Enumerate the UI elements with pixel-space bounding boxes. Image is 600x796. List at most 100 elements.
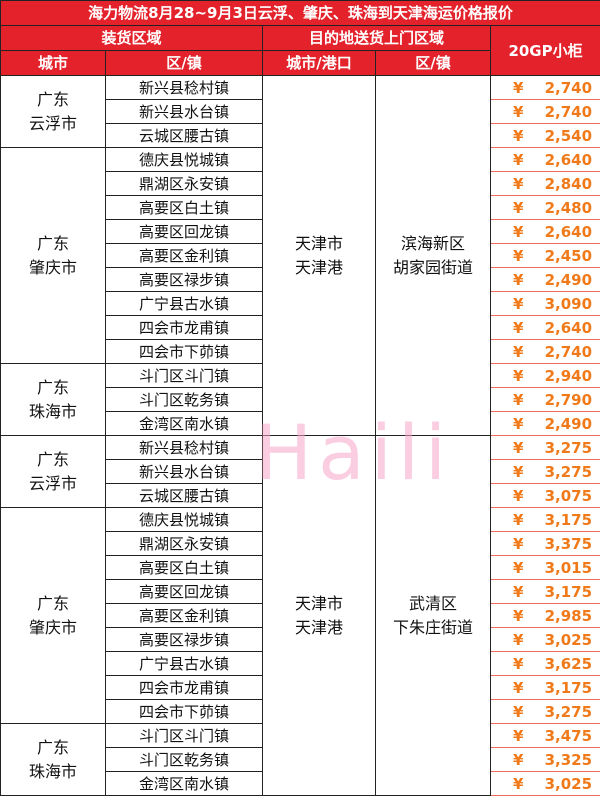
price-cell: ¥3,175 — [491, 508, 600, 532]
town-cell: 广宁县古水镇 — [106, 652, 263, 676]
price-cell: ¥2,640 — [491, 316, 600, 340]
price-cell: ¥3,015 — [491, 556, 600, 580]
currency: ¥ — [491, 655, 523, 673]
currency: ¥ — [491, 559, 523, 577]
currency: ¥ — [491, 367, 523, 385]
town-cell: 高要区白土镇 — [106, 556, 263, 580]
price: 2,480 — [545, 199, 592, 217]
price: 3,175 — [545, 511, 592, 529]
cell-line: 珠海市 — [29, 402, 77, 421]
cell-line: 云浮市 — [29, 474, 77, 493]
town-cell: 高要区禄步镇 — [106, 268, 263, 292]
town-cell: 新兴县水台镇 — [106, 460, 263, 484]
price: 2,740 — [545, 79, 592, 97]
price: 3,475 — [545, 727, 592, 745]
town-cell: 高要区禄步镇 — [106, 628, 263, 652]
currency: ¥ — [491, 247, 523, 265]
currency: ¥ — [491, 775, 523, 793]
cell-line: 胡家园街道 — [393, 258, 473, 277]
price: 2,940 — [545, 367, 592, 385]
currency: ¥ — [491, 511, 523, 529]
price: 3,175 — [545, 583, 592, 601]
city-cell: 广东珠海市 — [1, 724, 106, 796]
price-cell: ¥2,490 — [491, 412, 600, 436]
town-cell: 四会市龙甫镇 — [106, 316, 263, 340]
price: 2,840 — [545, 175, 592, 193]
currency: ¥ — [491, 343, 523, 361]
price-cell: ¥2,790 — [491, 388, 600, 412]
town-cell: 高要区金利镇 — [106, 604, 263, 628]
cell-line: 广东 — [37, 378, 69, 397]
currency: ¥ — [491, 319, 523, 337]
title-row: 海力物流8月28~9月3日云浮、肇庆、珠海到天津海运价格报价 — [1, 1, 600, 26]
price-cell: ¥3,025 — [491, 628, 600, 652]
currency: ¥ — [491, 439, 523, 457]
city-cell: 广东肇庆市 — [1, 148, 106, 364]
price-cell: ¥2,450 — [491, 244, 600, 268]
price-cell: ¥3,075 — [491, 484, 600, 508]
price: 2,740 — [545, 103, 592, 121]
town-cell: 斗门区乾务镇 — [106, 748, 263, 772]
data-row: 广东云浮市新兴县稔村镇天津市天津港滨海新区胡家园街道¥2,740 — [1, 76, 600, 100]
city-cell: 广东肇庆市 — [1, 508, 106, 724]
town-cell: 德庆县悦城镇 — [106, 148, 263, 172]
cell-line: 肇庆市 — [29, 258, 77, 277]
town-cell: 鼎湖区永安镇 — [106, 532, 263, 556]
price: 2,640 — [545, 151, 592, 169]
city-cell: 广东云浮市 — [1, 436, 106, 508]
price-cell: ¥3,325 — [491, 748, 600, 772]
price: 2,640 — [545, 319, 592, 337]
data-row: 广东云浮市新兴县稔村镇天津市天津港武清区下朱庄街道¥3,275 — [1, 436, 600, 460]
currency: ¥ — [491, 79, 523, 97]
price: 3,175 — [545, 679, 592, 697]
town-cell: 云城区腰古镇 — [106, 124, 263, 148]
price-cell: ¥2,740 — [491, 76, 600, 100]
currency: ¥ — [491, 295, 523, 313]
currency: ¥ — [491, 679, 523, 697]
price: 3,090 — [545, 295, 592, 313]
price-cell: ¥2,480 — [491, 196, 600, 220]
header-cell: 区/镇 — [376, 51, 491, 76]
price-cell: ¥2,490 — [491, 268, 600, 292]
town-cell: 高要区回龙镇 — [106, 580, 263, 604]
district-cell: 滨海新区胡家园街道 — [376, 76, 491, 436]
cell-line: 武清区 — [409, 594, 457, 613]
dest-city-cell: 天津市天津港 — [263, 76, 376, 436]
town-cell: 金湾区南水镇 — [106, 772, 263, 796]
currency: ¥ — [491, 391, 523, 409]
price-cell: ¥3,025 — [491, 772, 600, 796]
price: 3,275 — [545, 703, 592, 721]
currency: ¥ — [491, 199, 523, 217]
town-cell: 新兴县水台镇 — [106, 100, 263, 124]
town-cell: 新兴县稔村镇 — [106, 436, 263, 460]
price-cell: ¥2,840 — [491, 172, 600, 196]
price: 3,275 — [545, 439, 592, 457]
town-cell: 云城区腰古镇 — [106, 484, 263, 508]
price: 2,985 — [545, 607, 592, 625]
price-cell: ¥3,625 — [491, 652, 600, 676]
town-cell: 高要区白土镇 — [106, 196, 263, 220]
price: 3,275 — [545, 463, 592, 481]
currency: ¥ — [491, 487, 523, 505]
header-cell: 区/镇 — [106, 51, 263, 76]
currency: ¥ — [491, 607, 523, 625]
price-cell: ¥2,985 — [491, 604, 600, 628]
currency: ¥ — [491, 727, 523, 745]
town-cell: 高要区金利镇 — [106, 244, 263, 268]
currency: ¥ — [491, 103, 523, 121]
price: 3,025 — [545, 631, 592, 649]
price-cell: ¥3,175 — [491, 676, 600, 700]
town-cell: 斗门区斗门镇 — [106, 724, 263, 748]
currency: ¥ — [491, 415, 523, 433]
cell-line: 珠海市 — [29, 762, 77, 781]
price-cell: ¥2,740 — [491, 100, 600, 124]
price: 2,540 — [545, 127, 592, 145]
cell-line: 下朱庄街道 — [393, 618, 473, 637]
price-cell: ¥2,540 — [491, 124, 600, 148]
header-cell: 城市 — [1, 51, 106, 76]
currency: ¥ — [491, 175, 523, 193]
town-cell: 高要区回龙镇 — [106, 220, 263, 244]
city-cell: 广东云浮市 — [1, 76, 106, 148]
